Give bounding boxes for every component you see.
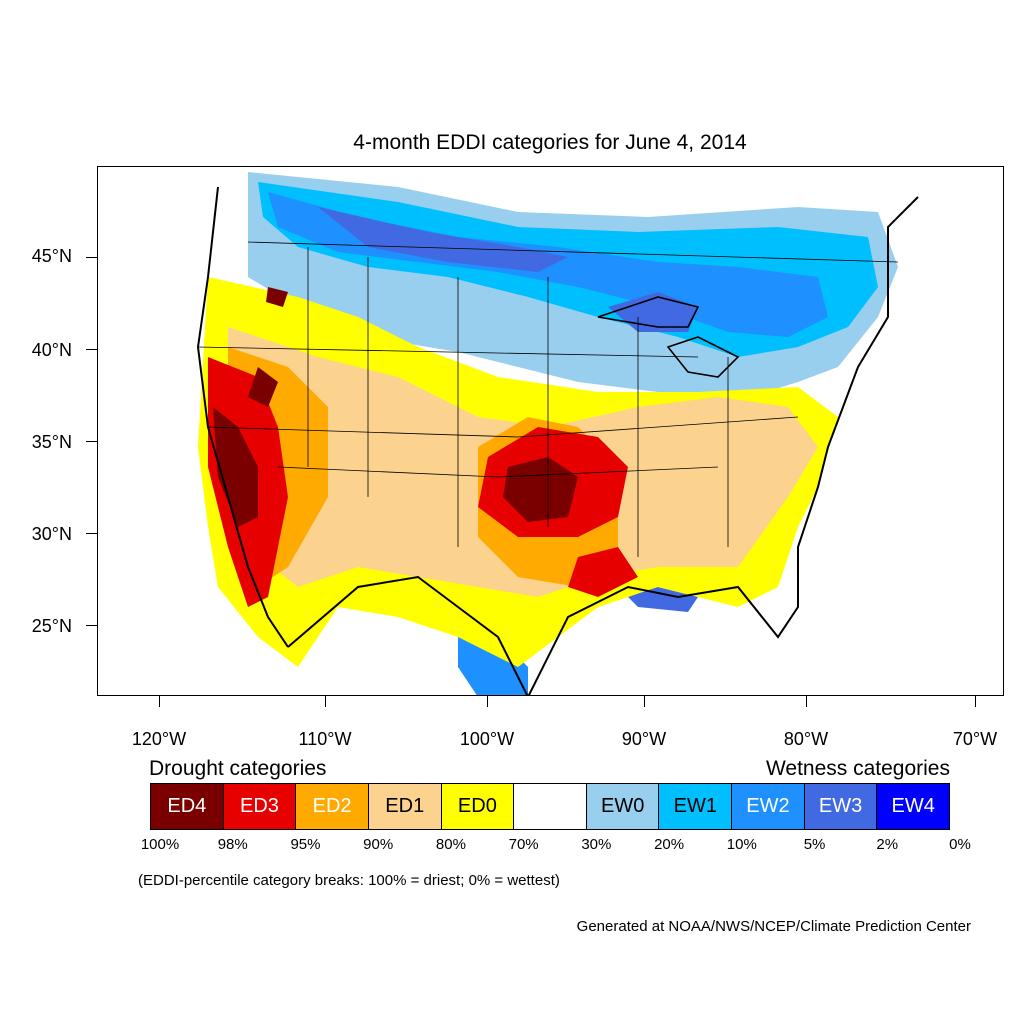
lon-tick-70: 70°W (952, 729, 998, 749)
percent-break: 98% (217, 836, 248, 853)
category-note: (EDDI-percentile category breaks: 100% =… (138, 872, 560, 889)
percent-break: 5% (803, 836, 826, 853)
legend-box-ed0: ED0 (441, 784, 515, 829)
legend-box-ew1: EW1 (659, 784, 733, 829)
lat-tick-35: 35°N (31, 432, 72, 452)
legend-box-ed1: ED1 (368, 784, 442, 829)
eddi-map-svg (196, 172, 919, 695)
lat-tick-40: 40°N (31, 340, 72, 360)
lon-tick-110: 110°W (298, 729, 352, 749)
great-lakes (597, 296, 740, 378)
lon-tick-120: 120°W (131, 729, 187, 749)
legend-box-ed4: ED4 (151, 784, 224, 829)
lat-tick-45: 45°N (31, 246, 72, 266)
lat-tick-mark (86, 441, 97, 442)
credit-line: Generated at NOAA/NWS/NCEP/Climate Predi… (576, 918, 971, 935)
map-title: 4-month EDDI categories for June 4, 2014 (353, 131, 747, 154)
lat-tick-mark (86, 349, 97, 350)
lon-tick-mark (159, 696, 160, 707)
lat-tick-mark (86, 625, 97, 626)
lon-tick-mark (806, 696, 807, 707)
lat-tick-30: 30°N (31, 524, 72, 544)
lon-tick-mark (975, 696, 976, 707)
lon-tick-80: 80°W (783, 729, 829, 749)
lon-tick-90: 90°W (621, 729, 667, 749)
lon-tick-mark (325, 696, 326, 707)
legend-box-ew4: EW4 (877, 784, 950, 829)
category-legend: ED4 ED3 ED2 ED1 ED0 EW0 EW1 EW2 EW3 EW4 (150, 783, 950, 830)
lat-tick-mark (86, 533, 97, 534)
lon-tick-100: 100°W (459, 729, 515, 749)
coastline (196, 186, 919, 695)
percent-break: 70% (508, 836, 539, 853)
percent-break: 100% (140, 836, 180, 853)
lon-tick-mark (644, 696, 645, 707)
lat-tick-mark (86, 257, 97, 258)
percent-break: 80% (435, 836, 466, 853)
percent-break: 0% (949, 836, 971, 853)
legend-box-ed3: ED3 (223, 784, 297, 829)
legend-box-ew2: EW2 (732, 784, 805, 829)
drought-categories-heading: Drought categories (149, 757, 327, 780)
percent-break: 30% (581, 836, 612, 853)
percent-break: 10% (726, 836, 757, 853)
legend-box-neutral (514, 784, 587, 829)
percent-break: 90% (363, 836, 394, 853)
legend-box-ed2: ED2 (296, 784, 369, 829)
eddi-map (97, 166, 1004, 696)
lon-tick-mark (487, 696, 488, 707)
drought-ed4 (213, 287, 578, 527)
wetness-categories-heading: Wetness categories (765, 757, 950, 780)
legend-box-ew3: EW3 (804, 784, 878, 829)
percent-break: 20% (654, 836, 685, 853)
state-boundaries (197, 241, 899, 557)
percent-break: 2% (876, 836, 899, 853)
legend-box-ew0: EW0 (586, 784, 660, 829)
percent-break: 95% (290, 836, 321, 853)
wet-region-ew3 (318, 207, 698, 332)
lat-tick-25: 25°N (31, 616, 72, 636)
